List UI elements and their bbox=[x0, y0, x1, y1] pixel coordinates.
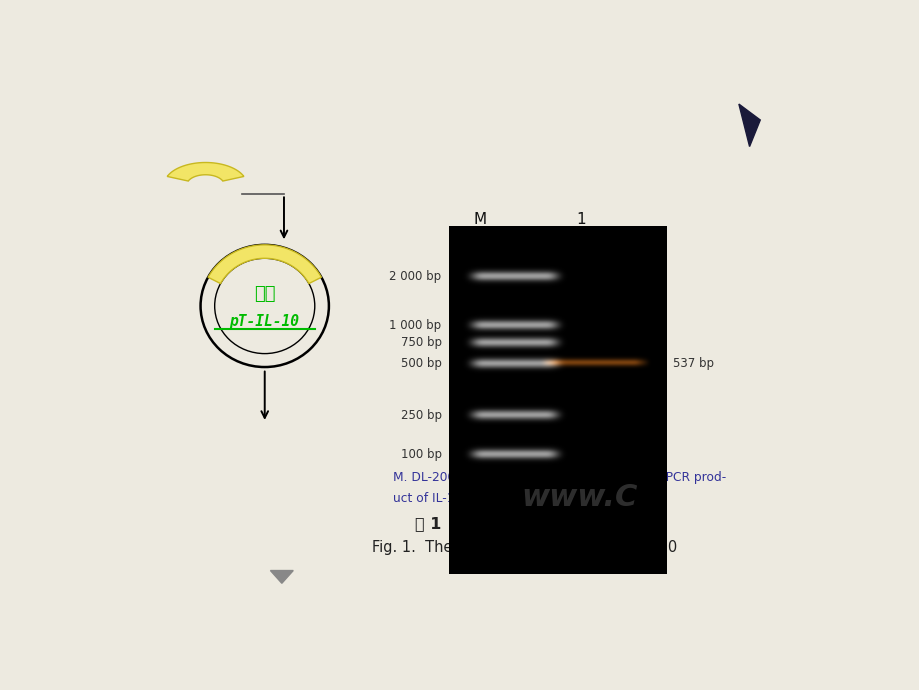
Text: pT-IL-10: pT-IL-10 bbox=[230, 315, 300, 329]
Polygon shape bbox=[167, 163, 244, 181]
Text: M. DL-2000 Marker; 1. IL-10 RT-PCR 扩增产物 RT-PCR prod-: M. DL-2000 Marker; 1. IL-10 RT-PCR 扩增产物 … bbox=[392, 471, 725, 484]
Text: 750 bp: 750 bp bbox=[400, 336, 441, 349]
Text: 537 bp: 537 bp bbox=[673, 357, 713, 370]
Text: 500 bp: 500 bp bbox=[401, 357, 441, 371]
Text: 图 1   mL-10 RT-PCR 扩增电泳图: 图 1 mL-10 RT-PCR 扩增电泳图 bbox=[414, 516, 635, 531]
Text: 质粒: 质粒 bbox=[254, 285, 275, 304]
Polygon shape bbox=[208, 245, 321, 284]
Polygon shape bbox=[738, 104, 759, 146]
Text: M: M bbox=[473, 212, 486, 227]
Text: 1: 1 bbox=[576, 212, 585, 227]
Text: 250 bp: 250 bp bbox=[400, 409, 441, 422]
Text: uct of IL-10: uct of IL-10 bbox=[392, 492, 462, 505]
Text: Fig. 1.  The RT-PCR amplification of mL-10: Fig. 1. The RT-PCR amplification of mL-1… bbox=[372, 540, 677, 555]
Text: 1 000 bp: 1 000 bp bbox=[389, 319, 441, 332]
Polygon shape bbox=[270, 571, 293, 583]
Text: 100 bp: 100 bp bbox=[400, 448, 441, 461]
Text: 2 000 bp: 2 000 bp bbox=[389, 270, 441, 283]
